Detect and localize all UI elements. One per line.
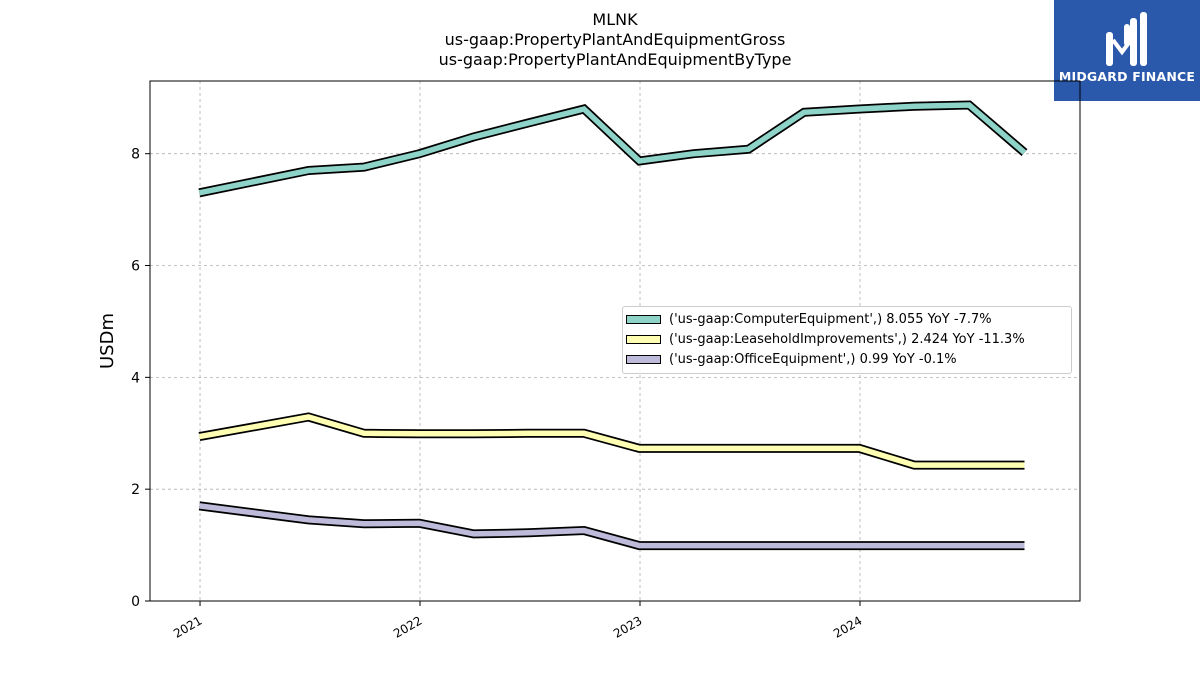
legend-label: ('us-gaap:OfficeEquipment',) 0.99 YoY -0… — [669, 352, 957, 367]
series-line-0 — [198, 100, 1028, 198]
series-core — [199, 503, 1025, 549]
x-tick-label: 2024 — [831, 613, 864, 640]
grid — [150, 81, 1080, 601]
series-core — [198, 102, 1027, 196]
logo-mark-icon — [1106, 12, 1147, 66]
logo-text: MIDGARD FINANCE — [1058, 69, 1196, 84]
y-tick-label: 0 — [131, 594, 140, 610]
y-tick-label: 8 — [131, 147, 140, 163]
y-tick-label: 4 — [131, 370, 140, 386]
y-tick-label: 2 — [131, 482, 140, 498]
legend-label: ('us-gaap:ComputerEquipment',) 8.055 YoY… — [669, 312, 992, 327]
series-line-2 — [198, 501, 1025, 551]
legend-swatch — [626, 355, 661, 364]
midgard-finance-logo: MIDGARD FINANCE — [1054, 0, 1200, 101]
series-outline — [198, 100, 1028, 198]
title-line-3: us-gaap:PropertyPlantAndEquipmentByType — [438, 50, 792, 69]
legend-swatch — [626, 315, 661, 324]
x-tick-label: 2023 — [611, 613, 644, 640]
series-core — [198, 414, 1025, 468]
title-line-2: us-gaap:PropertyPlantAndEquipmentGross — [444, 30, 786, 49]
series-group — [198, 100, 1028, 551]
y-tick-label: 6 — [131, 259, 140, 275]
x-tick-label: 2022 — [391, 613, 424, 640]
plot-frame — [149, 80, 1081, 602]
x-tick-label: 2021 — [171, 613, 204, 640]
legend: ('us-gaap:ComputerEquipment',) 8.055 YoY… — [622, 306, 1072, 374]
series-line-1 — [198, 412, 1025, 470]
axis-ticks: 0 2 4 6 8 2021 2022 2023 2024 — [131, 147, 864, 641]
legend-swatch — [626, 335, 661, 344]
legend-label: ('us-gaap:LeaseholdImprovements',) 2.424… — [669, 332, 1025, 347]
title-line-1: MLNK — [592, 10, 638, 29]
chart-title: MLNK us-gaap:PropertyPlantAndEquipmentGr… — [150, 10, 1080, 70]
y-axis-label: USDm — [97, 313, 118, 369]
